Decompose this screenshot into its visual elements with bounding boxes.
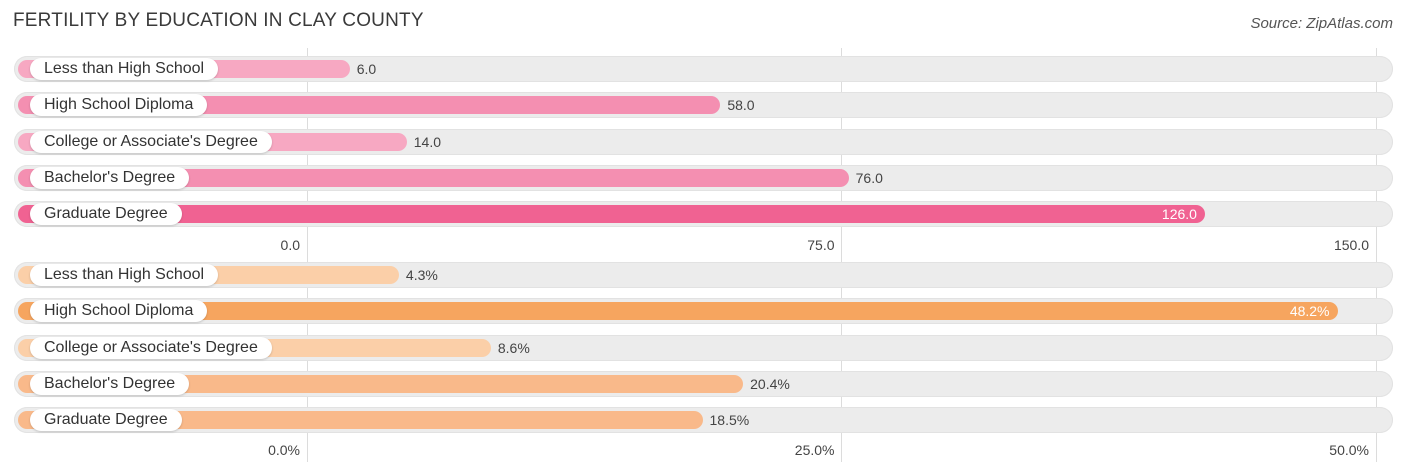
x-tick-label: 150.0 xyxy=(1333,237,1369,253)
value-label: 20.4% xyxy=(750,375,790,392)
value-label: 76.0 xyxy=(855,169,883,186)
category-label: College or Associate's Degree xyxy=(30,130,272,153)
bar xyxy=(18,96,721,115)
bar-track xyxy=(14,201,1393,228)
value-label: 6.0 xyxy=(356,61,377,77)
x-tick-label: 0.0% xyxy=(268,442,300,458)
category-label: Less than High School xyxy=(30,58,219,80)
bar-track xyxy=(14,407,1393,434)
x-tick-label: 75.0 xyxy=(807,237,835,253)
value-label: 48.2% xyxy=(1289,303,1330,320)
bar xyxy=(18,168,849,187)
category-label: Graduate Degree xyxy=(30,409,182,432)
chart-title: FERTILITY BY EDUCATION IN CLAY COUNTY xyxy=(13,10,424,31)
category-label: Less than High School xyxy=(30,264,219,286)
category-label: Bachelor's Degree xyxy=(30,166,190,189)
bar xyxy=(18,338,491,357)
gridline xyxy=(1375,255,1377,462)
value-label: 8.6% xyxy=(497,339,530,356)
gridline xyxy=(306,255,308,462)
bar xyxy=(18,411,703,430)
bar-track xyxy=(14,56,1393,82)
gridline xyxy=(306,48,308,255)
bar-track xyxy=(14,164,1393,191)
bar-track xyxy=(14,370,1393,397)
category-label: Bachelor's Degree xyxy=(30,372,190,395)
bar xyxy=(18,302,1338,321)
bar xyxy=(18,266,399,284)
value-label: 4.3% xyxy=(405,267,438,283)
gridline xyxy=(841,48,842,255)
value-label: 18.5% xyxy=(709,412,750,429)
bar xyxy=(18,132,407,151)
x-tick-label: 50.0% xyxy=(1329,442,1369,458)
category-label: High School Diploma xyxy=(30,300,208,323)
bar-track xyxy=(14,262,1393,288)
category-label: Graduate Degree xyxy=(30,203,182,226)
bar xyxy=(18,205,1205,224)
x-tick-label: 25.0% xyxy=(794,442,835,458)
bar-track xyxy=(14,92,1393,119)
source-note: Source: ZipAtlas.com xyxy=(1250,15,1393,32)
bar xyxy=(18,60,350,78)
value-label: 58.0 xyxy=(727,97,755,114)
bar-track xyxy=(14,128,1393,155)
category-label: High School Diploma xyxy=(30,94,208,117)
bar-track xyxy=(14,298,1393,325)
gridline xyxy=(841,255,842,462)
x-tick-label: 0.0 xyxy=(280,237,300,253)
value-label: 126.0 xyxy=(1161,206,1197,223)
bar xyxy=(18,374,744,393)
bar-track xyxy=(14,334,1393,361)
category-label: College or Associate's Degree xyxy=(30,336,272,359)
value-label: 14.0 xyxy=(413,133,442,150)
gridline xyxy=(1375,48,1377,255)
